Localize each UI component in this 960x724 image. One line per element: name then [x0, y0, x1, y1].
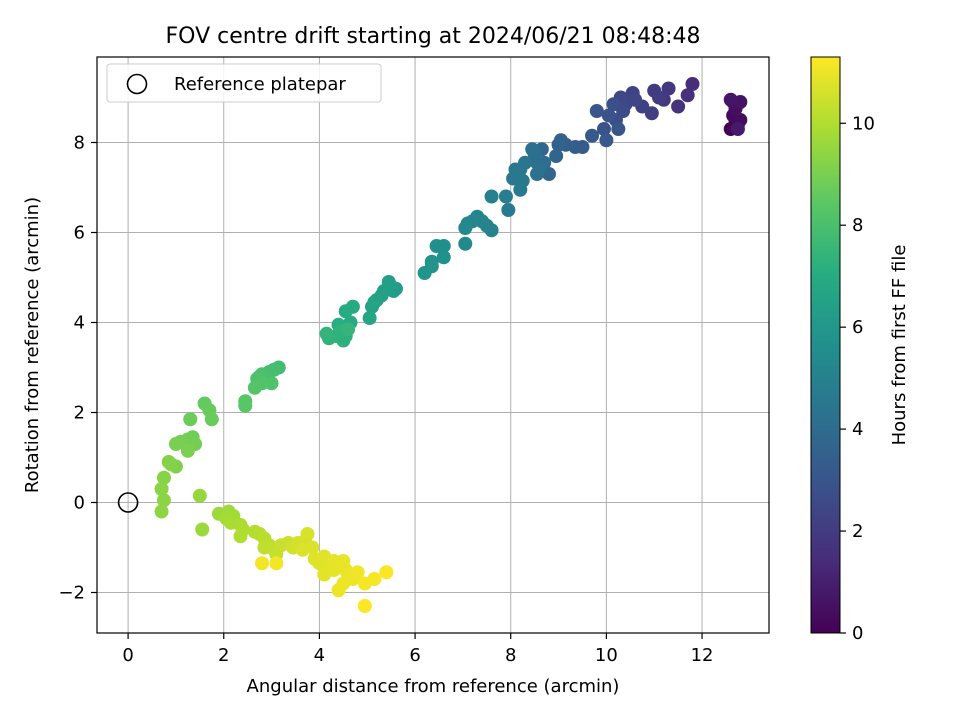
scatter-point — [300, 527, 315, 541]
scatter-point — [247, 380, 262, 395]
x-tick-label: 0 — [122, 645, 133, 666]
scatter-point — [458, 236, 473, 251]
scatter-point — [367, 295, 382, 310]
scatter-point — [154, 504, 169, 519]
legend-box — [106, 63, 382, 103]
scatter-point — [429, 239, 444, 253]
x-tick-label: 12 — [691, 645, 714, 666]
scatter-point — [362, 311, 377, 325]
scatter-point — [264, 376, 279, 391]
scatter-point — [498, 189, 513, 204]
scatter-point — [154, 482, 169, 496]
scatter-point — [180, 443, 195, 458]
scatter-point — [319, 326, 334, 341]
chart-title: FOV centre drift starting at 2024/06/21 … — [166, 24, 701, 49]
scatter-point — [195, 522, 210, 537]
scatter-point — [357, 599, 372, 613]
x-axis-label: Angular distance from reference (arcmin) — [247, 676, 620, 697]
scatter-point — [680, 88, 695, 103]
colorbar: 0 2 4 6 8 10 Hours from first FF file — [810, 56, 910, 644]
x-tick-label: 2 — [218, 645, 229, 666]
scatter-point — [255, 556, 270, 571]
scatter-point — [168, 437, 183, 451]
scatter-point — [685, 77, 700, 91]
scatter-point — [350, 565, 365, 580]
scatter-point — [156, 493, 171, 508]
y-tick-label: 2 — [74, 403, 85, 424]
x-tick-label: 8 — [505, 645, 516, 666]
scatter-point — [233, 529, 248, 544]
legend-entry-label: Reference platepar — [174, 74, 346, 95]
scatter-point — [525, 142, 540, 157]
y-axis-label: Rotation from reference (arcmin) — [22, 197, 43, 493]
plot-frame — [96, 56, 770, 634]
scatter-point — [417, 266, 432, 280]
colorbar-tick-label: 10 — [852, 113, 875, 134]
scatter-point — [501, 203, 516, 217]
scatter-point — [611, 122, 626, 136]
y-tick-label: 0 — [74, 493, 85, 514]
scatter-point — [269, 556, 284, 571]
scatter-point — [238, 398, 253, 413]
scatter-point — [530, 167, 545, 181]
scatter-point — [730, 122, 745, 136]
legend: Reference platepar — [106, 63, 382, 103]
colorbar-ticks: 0 2 4 6 8 10 — [840, 113, 875, 644]
colorbar-gradient — [810, 56, 841, 634]
colorbar-tick-label: 4 — [852, 419, 863, 440]
colorbar-label: Hours from first FF file — [889, 245, 910, 446]
scatter-point — [436, 250, 451, 265]
scatter-point — [589, 104, 604, 118]
scatter-point — [596, 122, 611, 136]
y-tick-label: 8 — [74, 133, 85, 154]
y-tick-label: 4 — [74, 313, 85, 334]
scatter-point — [606, 97, 621, 112]
reference-point-marker — [117, 492, 139, 513]
x-tick-label: 10 — [595, 645, 618, 666]
y-tick-label: 6 — [74, 223, 85, 244]
scatter-point — [661, 81, 676, 96]
scatter-point — [484, 189, 499, 204]
scatter-point — [723, 92, 738, 107]
y-tick-label: −2 — [58, 583, 85, 604]
scatter-point — [367, 572, 382, 586]
scatter-point — [192, 488, 207, 503]
colorbar-tick-label: 2 — [852, 521, 863, 542]
scatter-point — [161, 455, 176, 469]
scatter-points — [154, 77, 748, 613]
colorbar-tick-label: 0 — [852, 623, 863, 644]
scatter-point — [183, 412, 198, 427]
scatter-point — [585, 128, 600, 143]
scatter-point — [458, 221, 473, 235]
colorbar-tick-label: 6 — [852, 317, 863, 338]
scatter-point — [341, 322, 356, 337]
scatter-point — [295, 542, 310, 557]
grid — [97, 57, 769, 633]
scatter-point — [599, 133, 614, 148]
colorbar-tick-label: 8 — [852, 215, 863, 236]
scatter-point — [204, 412, 219, 427]
scatter-point — [513, 182, 528, 197]
x-tick-label: 6 — [409, 645, 420, 666]
scatter-point — [379, 565, 394, 580]
axis-ticks: 0 2 4 6 8 10 12 −2 0 2 4 6 8 — [58, 133, 713, 667]
scatter-point — [549, 149, 564, 163]
legend-marker-open-circle — [126, 73, 148, 95]
x-tick-label: 4 — [314, 645, 325, 666]
scatter-point — [601, 108, 616, 123]
scatter-point — [338, 304, 353, 319]
scatter-point — [651, 90, 666, 105]
scatter-point — [671, 99, 686, 114]
scatter-point — [331, 583, 346, 598]
scatter-point — [156, 470, 171, 485]
scatter-point — [551, 137, 566, 152]
